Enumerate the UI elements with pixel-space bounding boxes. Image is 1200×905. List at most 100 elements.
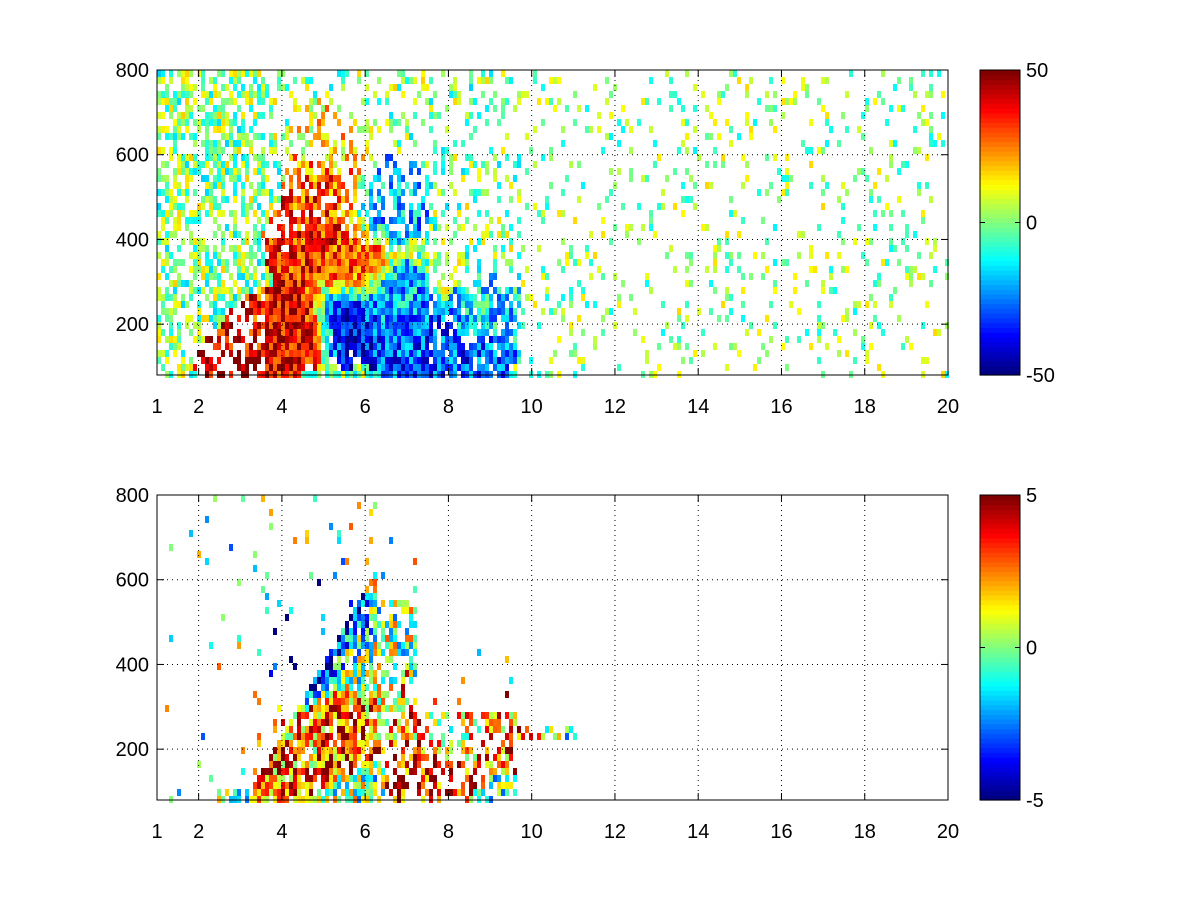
heatmap-cell	[365, 593, 369, 600]
heatmap-cell	[209, 91, 213, 98]
heatmap-cell	[421, 259, 425, 266]
heatmap-cell	[433, 91, 437, 98]
heatmap-cell	[749, 322, 753, 329]
heatmap-cell	[457, 761, 461, 768]
heatmap-cell	[201, 245, 205, 252]
heatmap-cell	[313, 252, 317, 259]
heatmap-cell	[285, 782, 289, 789]
heatmap-cell	[229, 308, 233, 315]
heatmap-cell	[165, 315, 169, 322]
heatmap-cell	[177, 112, 181, 119]
heatmap-cell	[541, 217, 545, 224]
heatmap-cell	[725, 287, 729, 294]
heatmap-cell	[357, 343, 361, 350]
heatmap-cell	[549, 308, 553, 315]
heatmap-cell	[429, 350, 433, 357]
heatmap-cell	[169, 315, 173, 322]
heatmap-cell	[689, 196, 693, 203]
heatmap-cell	[537, 210, 541, 217]
heatmap-cell	[889, 238, 893, 245]
heatmap-cell	[353, 364, 357, 371]
heatmap-cell	[497, 182, 501, 189]
heatmap-cell	[205, 210, 209, 217]
heatmap-cell	[249, 252, 253, 259]
heatmap-cell	[317, 126, 321, 133]
colorbar-step	[980, 79, 1020, 85]
heatmap-cell	[205, 315, 209, 322]
colorbar-step	[980, 174, 1020, 181]
heatmap-cell	[413, 231, 417, 238]
heatmap-cell	[405, 628, 409, 635]
heatmap-cell	[285, 768, 289, 775]
heatmap-cell	[413, 649, 417, 656]
heatmap-cell	[781, 98, 785, 105]
heatmap-cell	[649, 224, 653, 231]
heatmap-cell	[505, 754, 509, 761]
heatmap-cell	[325, 273, 329, 280]
heatmap-cell	[429, 789, 433, 796]
heatmap-cell	[393, 140, 397, 147]
heatmap-cell	[381, 635, 385, 642]
heatmap-cell	[373, 287, 377, 294]
heatmap-cell	[541, 210, 545, 217]
heatmap-cell	[337, 273, 341, 280]
heatmap-cell	[365, 252, 369, 259]
heatmap-cell	[345, 350, 349, 357]
heatmap-cell	[245, 133, 249, 140]
heatmap-cell	[221, 266, 225, 273]
heatmap-cell	[345, 558, 349, 565]
heatmap-cell	[465, 287, 469, 294]
heatmap-cell	[369, 259, 373, 266]
heatmap-cell	[381, 649, 385, 656]
heatmap-cell	[349, 252, 353, 259]
heatmap-cell	[297, 175, 301, 182]
heatmap-cell	[369, 705, 373, 712]
heatmap-cell	[397, 70, 401, 77]
heatmap-cell	[221, 175, 225, 182]
heatmap-cell	[677, 98, 681, 105]
heatmap-cell	[461, 740, 465, 747]
heatmap-cell	[329, 350, 333, 357]
heatmap-cell	[305, 196, 309, 203]
heatmap-cell	[385, 656, 389, 663]
heatmap-cell	[485, 301, 489, 308]
heatmap-cell	[353, 705, 357, 712]
heatmap-cell	[449, 238, 453, 245]
colorbar-step	[980, 509, 1020, 515]
heatmap-cell	[181, 203, 185, 210]
heatmap-cell	[193, 189, 197, 196]
colorbar-label: 0	[1026, 638, 1037, 660]
heatmap-cell	[937, 133, 941, 140]
heatmap-cell	[497, 301, 501, 308]
heatmap-cell	[241, 91, 245, 98]
heatmap-cell	[373, 343, 377, 350]
heatmap-cell	[349, 614, 353, 621]
heatmap-cell	[481, 77, 485, 84]
heatmap-cell	[365, 315, 369, 322]
heatmap-cell	[369, 607, 373, 614]
heatmap-cell	[553, 308, 557, 315]
heatmap-cell	[233, 77, 237, 84]
heatmap-cell	[865, 350, 869, 357]
heatmap-cell	[309, 329, 313, 336]
heatmap-cell	[173, 287, 177, 294]
heatmap-cell	[333, 238, 337, 245]
heatmap-cell	[293, 77, 297, 84]
heatmap-cell	[369, 649, 373, 656]
heatmap-cell	[189, 315, 193, 322]
heatmap-cell	[337, 635, 341, 642]
heatmap-cell	[297, 719, 301, 726]
heatmap-cell	[361, 705, 365, 712]
heatmap-cell	[357, 712, 361, 719]
heatmap-cell	[317, 579, 321, 586]
heatmap-cell	[297, 105, 301, 112]
heatmap-cell	[569, 301, 573, 308]
heatmap-cell	[417, 761, 421, 768]
heatmap-cell	[317, 133, 321, 140]
heatmap-cell	[405, 259, 409, 266]
heatmap-cell	[453, 364, 457, 371]
heatmap-cell	[393, 329, 397, 336]
heatmap-cell	[325, 705, 329, 712]
heatmap-cell	[277, 747, 281, 754]
heatmap-cell	[313, 98, 317, 105]
